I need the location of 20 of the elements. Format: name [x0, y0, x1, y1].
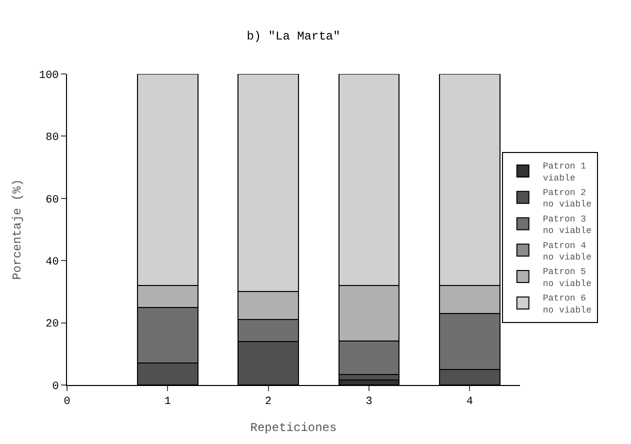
y-tick-label: 0 [52, 380, 59, 393]
x-tick-label: 4 [466, 396, 474, 408]
x-tick-label: 0 [64, 396, 70, 408]
y-tick-label: 100 [38, 70, 59, 82]
legend-label: Patron 2 no viable [542, 188, 592, 210]
legend-label: Patron 1 viable [542, 162, 586, 184]
y-tick-label: 60 [46, 194, 59, 206]
y-axis-title: Porcentaje (%) [10, 179, 24, 280]
x-axis-title: Repeticiones [250, 421, 337, 436]
x-tick-label: 2 [265, 396, 272, 408]
legend-label: Patron 6 no viable [542, 294, 592, 316]
y-tick-label: 20 [46, 318, 59, 331]
legend-label: Patron 3 no viable [542, 214, 592, 236]
chart-title: b) "La Marta" [246, 29, 340, 44]
x-tick-label: 1 [164, 396, 172, 408]
legend-label: Patron 5 no viable [542, 267, 592, 289]
y-tick-label: 80 [46, 132, 59, 144]
y-tick-label: 40 [46, 256, 59, 268]
x-tick-label: 3 [366, 396, 372, 408]
legend-label: Patron 4 no viable [542, 240, 592, 263]
